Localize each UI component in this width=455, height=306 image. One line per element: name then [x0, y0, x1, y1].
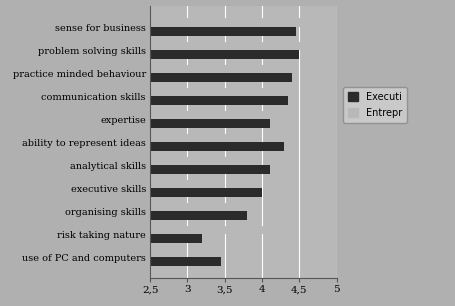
Bar	[0, 88, 284, 96]
Bar	[0, 211, 247, 220]
Bar	[0, 226, 288, 234]
Bar	[0, 50, 299, 59]
Bar	[0, 157, 240, 165]
Bar	[0, 110, 273, 119]
Bar	[0, 119, 269, 128]
Bar	[0, 73, 292, 82]
Bar	[0, 18, 325, 27]
Bar	[0, 27, 296, 36]
Bar	[0, 257, 221, 266]
Bar	[0, 248, 184, 257]
Bar	[0, 142, 284, 151]
Bar	[0, 96, 288, 105]
Bar	[0, 180, 225, 188]
Bar	[0, 203, 228, 211]
Bar	[0, 165, 269, 174]
Bar	[0, 42, 307, 50]
Bar	[0, 65, 292, 73]
Legend: Executi, Entrepr: Executi, Entrepr	[344, 87, 407, 123]
Bar	[0, 188, 262, 197]
Bar	[0, 234, 202, 243]
Bar	[0, 133, 251, 142]
